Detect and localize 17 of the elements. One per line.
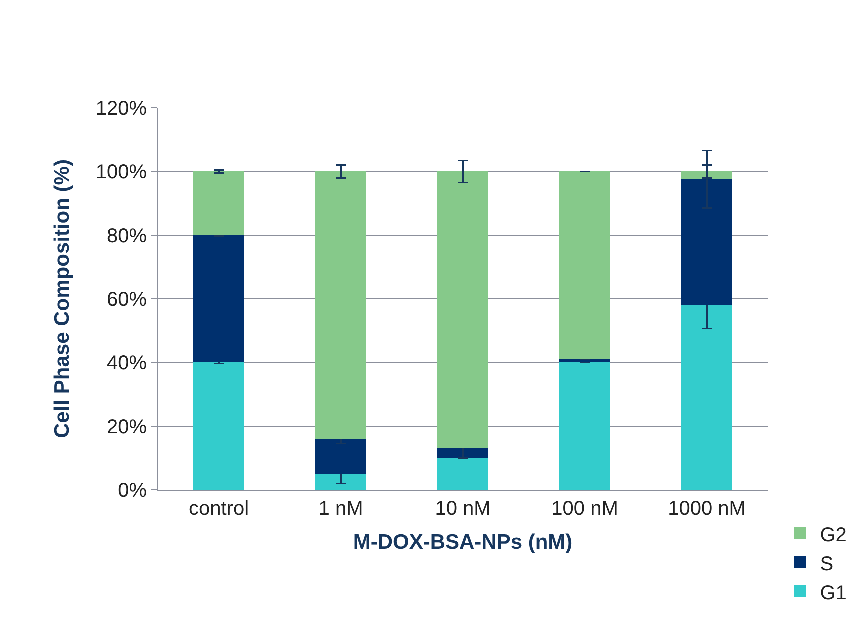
y-tick-label: 100% — [96, 162, 148, 184]
y-tick-label: 120% — [96, 98, 148, 120]
x-tick-label: 10 nM — [435, 498, 491, 520]
x-axis-title: M-DOX-BSA-NPs (nM) — [353, 531, 573, 554]
x-tick-label: 1 nM — [318, 498, 364, 520]
legend-label: S — [820, 553, 834, 576]
legend-label: G1 — [820, 582, 847, 604]
y-tick-label: 80% — [106, 225, 148, 248]
y-axis-title: Cell Phase Composition (%) — [50, 160, 74, 438]
y-tick-label: 60% — [106, 289, 148, 311]
x-tick-label: control — [188, 498, 250, 520]
y-tick-label: 20% — [106, 416, 148, 438]
x-tick-label: 1000 nM — [668, 498, 746, 520]
y-tick-label: 40% — [106, 352, 148, 375]
x-tick-label: 100 nM — [552, 498, 618, 520]
y-tick-label: 0% — [118, 480, 148, 502]
legend-label: G2 — [820, 524, 847, 546]
